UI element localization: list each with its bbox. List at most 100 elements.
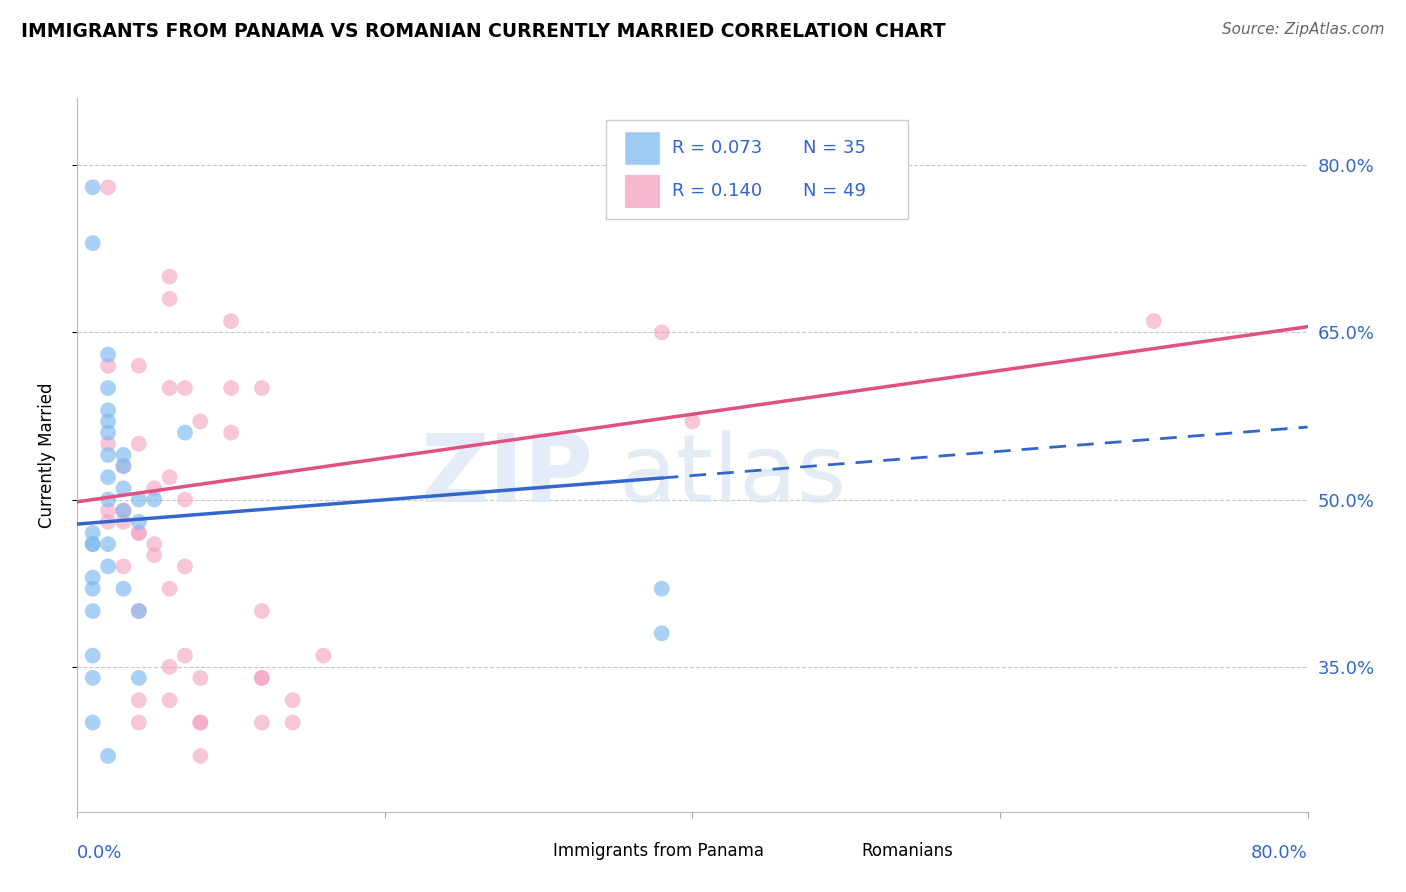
- Point: [82, 671, 104, 685]
- Point: [97, 180, 120, 194]
- Text: ZIP: ZIP: [422, 430, 595, 523]
- Point: [97, 503, 120, 517]
- Point: [112, 482, 135, 496]
- Point: [128, 604, 150, 618]
- Point: [128, 604, 150, 618]
- Point: [82, 571, 104, 585]
- Point: [82, 180, 104, 194]
- Point: [82, 648, 104, 663]
- Point: [174, 381, 197, 395]
- Point: [651, 325, 673, 339]
- Point: [82, 604, 104, 618]
- Text: atlas: atlas: [619, 430, 846, 523]
- Point: [97, 515, 120, 529]
- Text: Immigrants from Panama: Immigrants from Panama: [554, 842, 765, 860]
- Text: R = 0.073: R = 0.073: [672, 139, 762, 157]
- Point: [97, 559, 120, 574]
- Point: [281, 693, 304, 707]
- Point: [97, 359, 120, 373]
- Bar: [821, 846, 849, 871]
- Point: [128, 693, 150, 707]
- Point: [682, 414, 704, 429]
- Point: [97, 436, 120, 450]
- Point: [97, 425, 120, 440]
- Point: [159, 470, 181, 484]
- Point: [250, 715, 273, 730]
- Y-axis label: Currently Married: Currently Married: [38, 382, 56, 528]
- Point: [219, 381, 242, 395]
- Point: [312, 648, 335, 663]
- FancyBboxPatch shape: [606, 120, 908, 219]
- Point: [159, 582, 181, 596]
- Text: R = 0.140: R = 0.140: [672, 182, 762, 200]
- Point: [174, 425, 197, 440]
- Point: [143, 482, 166, 496]
- Point: [159, 660, 181, 674]
- Point: [97, 448, 120, 462]
- Point: [651, 582, 673, 596]
- Point: [128, 515, 150, 529]
- Point: [97, 403, 120, 417]
- Point: [159, 381, 181, 395]
- Point: [188, 715, 212, 730]
- Point: [128, 715, 150, 730]
- Point: [82, 537, 104, 551]
- Point: [250, 604, 273, 618]
- Point: [82, 715, 104, 730]
- Bar: [515, 846, 541, 871]
- Bar: [624, 132, 659, 164]
- Point: [159, 292, 181, 306]
- Point: [128, 359, 150, 373]
- Point: [112, 458, 135, 473]
- Point: [112, 559, 135, 574]
- Point: [128, 526, 150, 541]
- Point: [159, 693, 181, 707]
- Point: [188, 414, 212, 429]
- Point: [143, 548, 166, 563]
- Point: [128, 436, 150, 450]
- Point: [174, 492, 197, 507]
- Point: [112, 503, 135, 517]
- Point: [128, 671, 150, 685]
- Text: IMMIGRANTS FROM PANAMA VS ROMANIAN CURRENTLY MARRIED CORRELATION CHART: IMMIGRANTS FROM PANAMA VS ROMANIAN CURRE…: [21, 22, 946, 41]
- Point: [82, 582, 104, 596]
- Text: Romanians: Romanians: [860, 842, 953, 860]
- Point: [128, 492, 150, 507]
- Text: 0.0%: 0.0%: [77, 844, 122, 862]
- Point: [174, 648, 197, 663]
- Text: N = 49: N = 49: [803, 182, 866, 200]
- Text: Source: ZipAtlas.com: Source: ZipAtlas.com: [1222, 22, 1385, 37]
- Point: [128, 526, 150, 541]
- Point: [112, 582, 135, 596]
- Point: [143, 492, 166, 507]
- Point: [82, 236, 104, 251]
- Point: [219, 314, 242, 328]
- Point: [188, 715, 212, 730]
- Point: [112, 503, 135, 517]
- Point: [250, 671, 273, 685]
- Point: [188, 749, 212, 764]
- Point: [143, 537, 166, 551]
- Point: [219, 425, 242, 440]
- Point: [82, 537, 104, 551]
- Point: [1143, 314, 1166, 328]
- Point: [97, 749, 120, 764]
- Text: 80.0%: 80.0%: [1251, 844, 1308, 862]
- Point: [97, 492, 120, 507]
- Point: [82, 526, 104, 541]
- Point: [174, 559, 197, 574]
- Point: [651, 626, 673, 640]
- Point: [250, 671, 273, 685]
- Point: [112, 448, 135, 462]
- Point: [97, 470, 120, 484]
- Point: [97, 414, 120, 429]
- Point: [97, 347, 120, 362]
- Point: [250, 381, 273, 395]
- Text: N = 35: N = 35: [803, 139, 866, 157]
- Point: [112, 458, 135, 473]
- Point: [97, 381, 120, 395]
- Bar: [624, 175, 659, 207]
- Point: [188, 671, 212, 685]
- Point: [159, 269, 181, 284]
- Point: [112, 515, 135, 529]
